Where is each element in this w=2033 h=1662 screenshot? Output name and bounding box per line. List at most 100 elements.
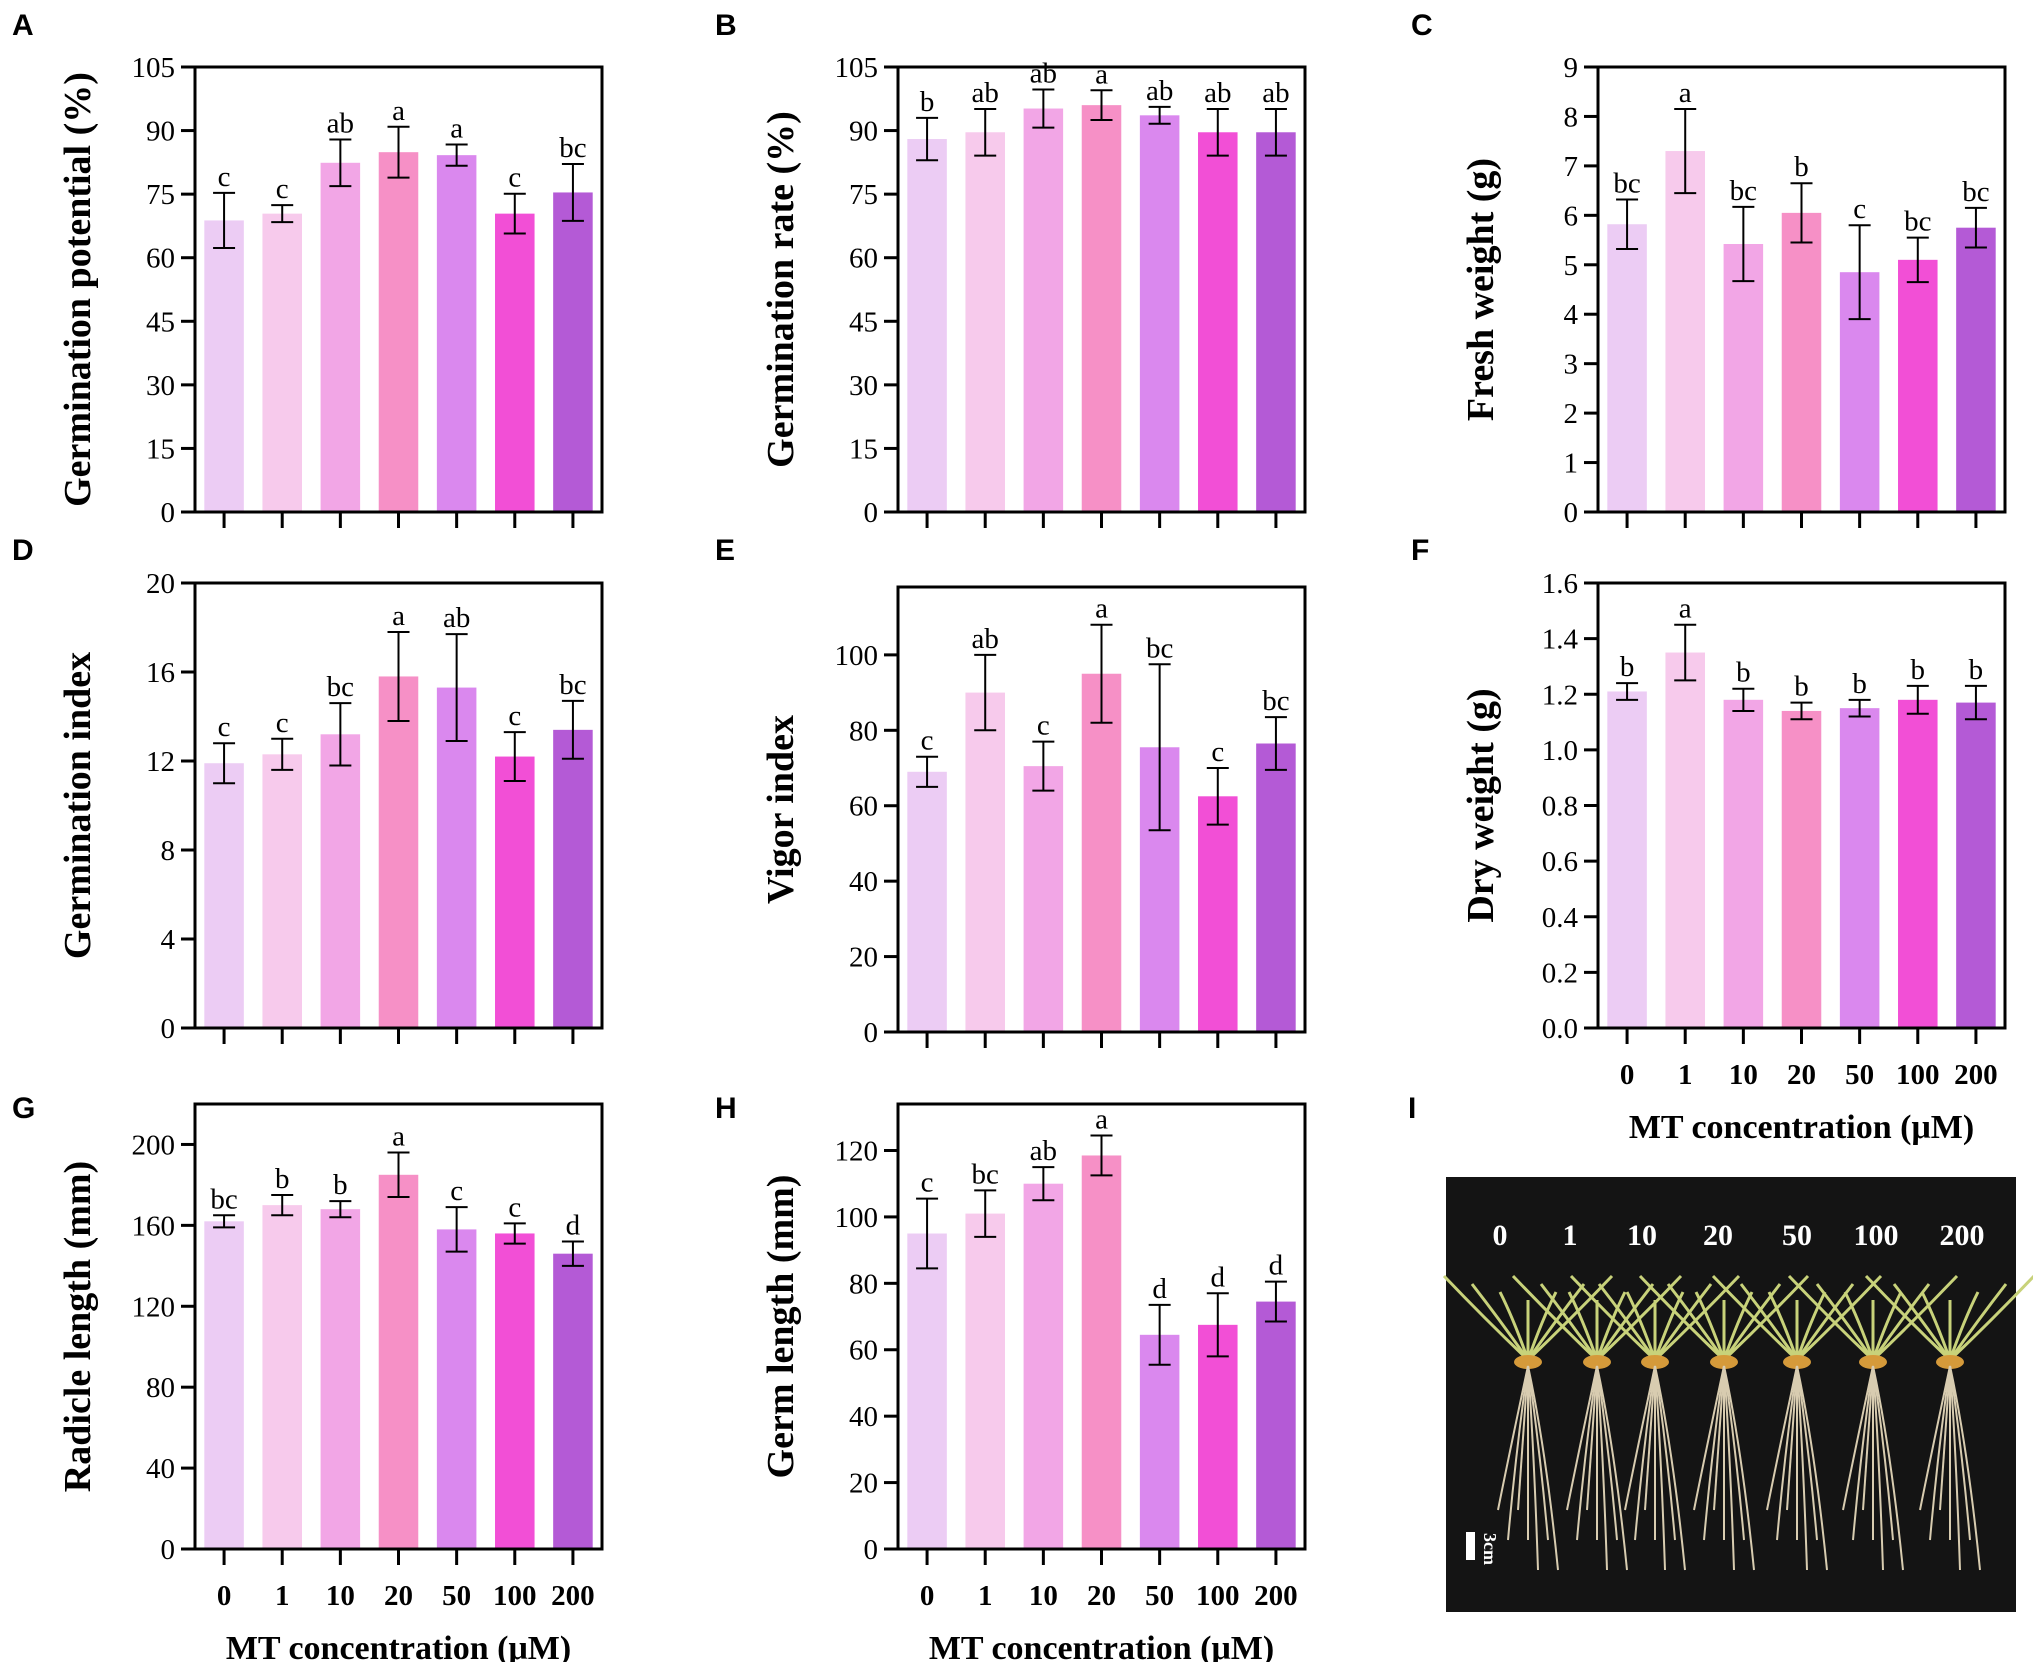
x-tick-label: 50 [1845,1059,1874,1091]
bar [965,1213,1005,1549]
y-tick-label: 0 [864,1017,879,1049]
y-tick-label: 75 [849,179,878,211]
panel-letter-A: A [12,9,34,42]
seed [1583,1355,1611,1369]
y-tick-label: 80 [849,1268,878,1300]
y-tick-label: 1.4 [1542,624,1579,656]
y-tick-label: 80 [849,715,878,747]
seedling-root [1644,1365,1656,1511]
y-tick-label: 0.2 [1542,957,1578,989]
x-tick-label: 100 [1196,1580,1240,1612]
significance-letter: b [1969,654,1984,686]
seedling-leaf [1595,1283,1655,1361]
bar [1256,1301,1296,1549]
bar [1781,710,1822,1028]
y-tick-label: 1 [1564,448,1579,480]
y-tick-label: 40 [849,1401,878,1433]
x-tick-label: 10 [326,1580,355,1612]
photo-label-20: 20 [1703,1219,1733,1252]
panel-letter-H: H [715,1092,737,1125]
seedling [1511,1274,1683,1571]
scale-bar-label: 3cm [1480,1533,1500,1565]
bar [1723,699,1764,1028]
seed [1514,1355,1542,1369]
x-axis-label: MT concentration (μM) [929,1630,1274,1662]
seedling-leaf [1871,1274,1959,1362]
seedling-root [1723,1365,1735,1571]
bar [1723,244,1764,512]
y-tick-label: 105 [835,52,879,84]
x-tick-label: 200 [551,1580,595,1612]
significance-letter: c [1037,710,1050,742]
seedling-leaf [1666,1283,1726,1361]
significance-letter: bc [559,669,586,701]
y-tick-label: 0.4 [1542,902,1579,934]
seedling-leaf [1625,1291,1657,1361]
bar [378,1174,419,1549]
seedling-leaf [1795,1283,1855,1361]
photo-label-50: 50 [1782,1219,1812,1252]
photo-label-100: 100 [1854,1219,1899,1252]
significance-letter: bc [972,1158,999,1190]
chart-F: F Dry weight (g) b 0 a 1 b 10 b 20 b 50 b 100 b 200 0.0 0… [1411,534,2007,1146]
y-tick-label: 105 [132,52,176,84]
seedling-root [1693,1365,1725,1511]
plot-frame [193,1102,604,1551]
y-tick-label: 45 [146,306,175,338]
significance-letter: c [508,1191,521,1223]
bar [1781,212,1822,512]
bar [1839,708,1880,1028]
significance-letter: c [508,700,521,732]
y-tick-label: 15 [146,433,175,465]
photo-label-200: 200 [1940,1219,1985,1252]
seed [1936,1355,1964,1369]
x-tick-label: 1 [978,1580,993,1612]
seedling-root [1872,1365,1884,1571]
bar [965,132,1005,512]
bar [436,1229,477,1549]
significance-letter: bc [1613,168,1640,200]
bar [1139,1334,1180,1549]
seedling-root [1596,1365,1618,1541]
significance-letter: c [1853,193,1866,225]
seedling [1787,1274,1959,1571]
significance-letter: a [1679,77,1692,109]
significance-letter: ab [1146,75,1173,107]
y-axis-label: Germination potential (%) [57,72,99,507]
seed [1783,1355,1811,1369]
y-tick-label: 100 [835,640,879,672]
y-tick-label: 4 [161,924,176,956]
bar [965,692,1005,1032]
y-tick-label: 20 [146,568,175,600]
y-tick-label: 1.2 [1542,679,1578,711]
seedling-root [1527,1365,1539,1571]
significance-letter: a [1095,1104,1108,1136]
x-axis-label: MT concentration (μM) [1629,1109,1974,1146]
bar [1607,691,1647,1028]
y-tick-label: 3 [1564,349,1579,381]
significance-letter: b [1911,654,1926,686]
panel-letter-I: I [1408,1092,1416,1125]
bar [907,1233,947,1549]
seed [1710,1355,1738,1369]
x-tick-label: 0 [920,1580,935,1612]
y-tick-label: 0.8 [1542,791,1578,823]
photo-label-10: 10 [1627,1219,1657,1252]
chart-D: D Germination index c c bc a ab c bc 0 4 8 12 16 20 [12,534,604,1045]
significance-letter: c [276,707,289,739]
seedling-root [1852,1365,1874,1541]
significance-letter: bc [210,1183,237,1215]
significance-letter: c [1211,736,1224,768]
x-tick-label: 0 [217,1580,232,1612]
significance-letter: ab [1204,77,1231,109]
y-tick-label: 60 [849,1335,878,1367]
panel-letter-G: G [12,1092,35,1125]
significance-letter: bc [559,132,586,164]
seedling-root [1872,1365,1904,1571]
significance-letter: c [921,1167,934,1199]
seedling-root [1596,1365,1608,1571]
seedling-leaf [1815,1283,1875,1361]
significance-letter: bc [1962,176,1989,208]
significance-letter: ab [1262,77,1289,109]
